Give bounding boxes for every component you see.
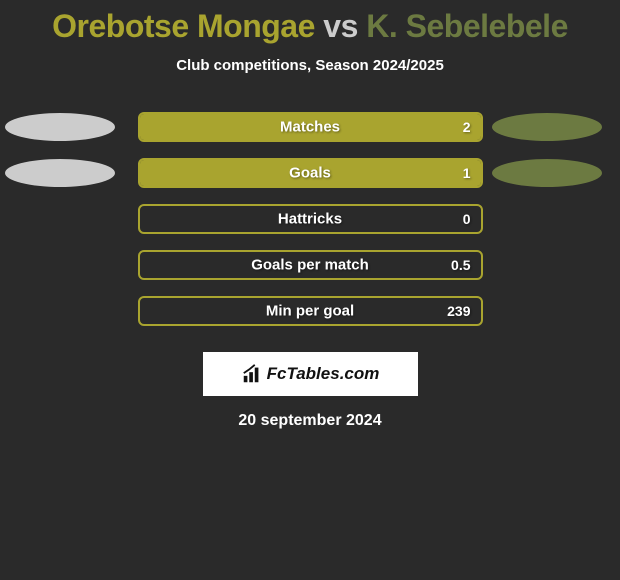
source-logo: FcTables.com — [203, 352, 418, 396]
stat-value: 1 — [463, 165, 471, 181]
comparison-title: Orebotse Mongae vs K. Sebelebele — [0, 0, 620, 45]
stat-label: Matches — [140, 119, 481, 136]
stat-row: Min per goal239 — [0, 288, 620, 334]
stat-bar: Goals per match0.5 — [138, 250, 483, 280]
stat-value: 239 — [447, 303, 470, 319]
stat-value: 2 — [463, 119, 471, 135]
right-ellipse — [492, 159, 602, 187]
logo-text: FcTables.com — [267, 364, 380, 384]
stat-bar: Hattricks0 — [138, 204, 483, 234]
stat-label: Goals per match — [140, 257, 481, 274]
stat-row: Matches2 — [0, 104, 620, 150]
stat-label: Min per goal — [140, 303, 481, 320]
left-ellipse — [5, 159, 115, 187]
vs-separator: vs — [323, 8, 358, 44]
stat-bar: Min per goal239 — [138, 296, 483, 326]
snapshot-date: 20 september 2024 — [0, 412, 620, 430]
subtitle: Club competitions, Season 2024/2025 — [0, 57, 620, 74]
stat-bar: Matches2 — [138, 112, 483, 142]
left-ellipse — [5, 113, 115, 141]
stat-value: 0 — [463, 211, 471, 227]
stat-rows: Matches2Goals1Hattricks0Goals per match0… — [0, 104, 620, 334]
stat-row: Goals per match0.5 — [0, 242, 620, 288]
stat-row: Goals1 — [0, 150, 620, 196]
stat-value: 0.5 — [451, 257, 470, 273]
player1-name: Orebotse Mongae — [52, 8, 315, 44]
stat-bar: Goals1 — [138, 158, 483, 188]
stat-label: Goals — [140, 165, 481, 182]
stat-row: Hattricks0 — [0, 196, 620, 242]
stat-label: Hattricks — [140, 211, 481, 228]
player2-name: K. Sebelebele — [366, 8, 568, 44]
right-ellipse — [492, 113, 602, 141]
bar-chart-icon — [241, 363, 263, 385]
